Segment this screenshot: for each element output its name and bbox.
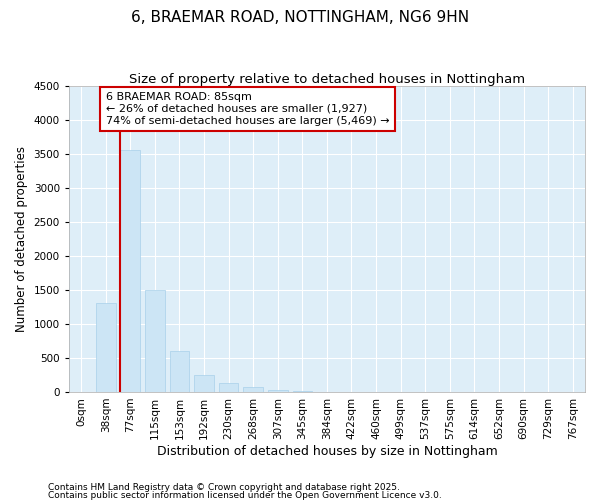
Y-axis label: Number of detached properties: Number of detached properties	[15, 146, 28, 332]
Text: 6, BRAEMAR ROAD, NOTTINGHAM, NG6 9HN: 6, BRAEMAR ROAD, NOTTINGHAM, NG6 9HN	[131, 10, 469, 25]
Text: 6 BRAEMAR ROAD: 85sqm
← 26% of detached houses are smaller (1,927)
74% of semi-d: 6 BRAEMAR ROAD: 85sqm ← 26% of detached …	[106, 92, 389, 126]
Bar	[170, 351, 189, 392]
Bar	[244, 387, 263, 392]
Bar	[219, 383, 238, 392]
Bar	[268, 390, 287, 392]
Text: Contains public sector information licensed under the Open Government Licence v3: Contains public sector information licen…	[48, 490, 442, 500]
Text: Contains HM Land Registry data © Crown copyright and database right 2025.: Contains HM Land Registry data © Crown c…	[48, 484, 400, 492]
Title: Size of property relative to detached houses in Nottingham: Size of property relative to detached ho…	[129, 72, 525, 86]
Bar	[145, 290, 164, 392]
X-axis label: Distribution of detached houses by size in Nottingham: Distribution of detached houses by size …	[157, 444, 497, 458]
Bar	[121, 150, 140, 392]
Bar	[194, 375, 214, 392]
Bar	[96, 304, 116, 392]
